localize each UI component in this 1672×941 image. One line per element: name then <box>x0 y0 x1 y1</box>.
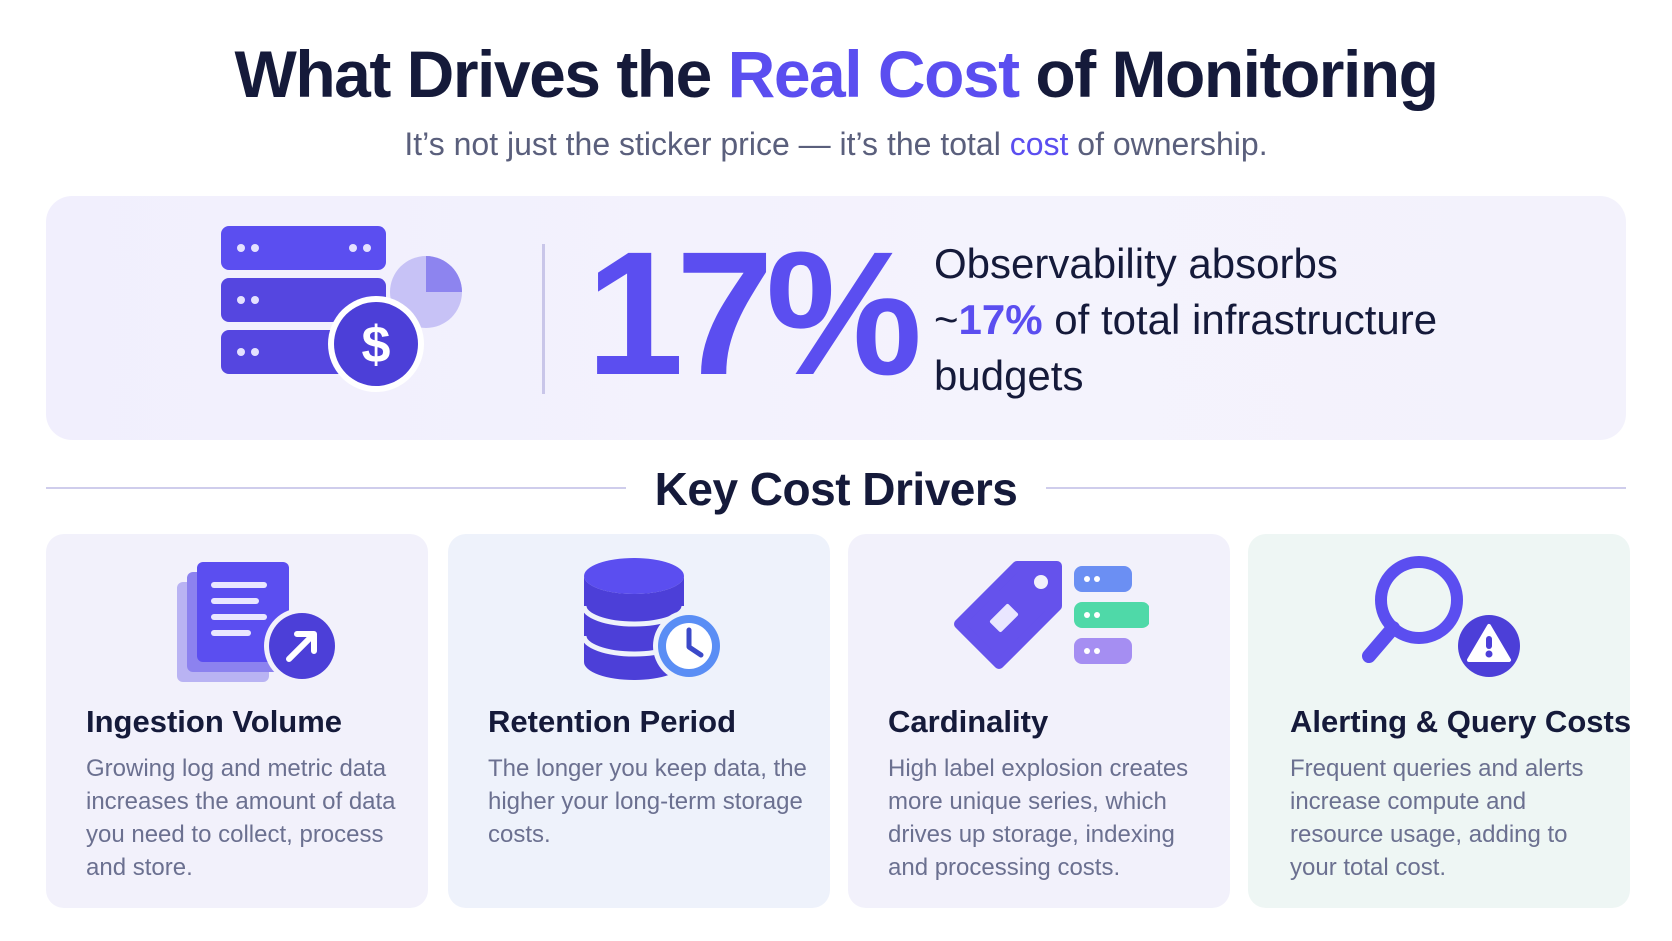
title-accent: Real Cost <box>727 37 1020 111</box>
card-body: The longer you keep data, the higher you… <box>488 755 807 848</box>
page-title: What Drives the Real Cost of Monitoring <box>0 36 1672 112</box>
stat-prefix: ~ <box>934 296 959 343</box>
card-title: Alerting & Query Costs <box>1290 704 1632 739</box>
stat-divider <box>542 244 545 394</box>
driver-card-cardinality: Cardinality High label explosion creates… <box>848 534 1230 908</box>
page-subtitle: It’s not just the sticker price — it’s t… <box>0 126 1672 163</box>
stat-line-2: ~17% of total infrastructure <box>934 292 1574 348</box>
stat-line-2-rest: of total infrastructure <box>1042 296 1438 343</box>
server-dollar-pie-icon: $ <box>221 226 501 412</box>
subtitle-part-2: of ownership. <box>1068 126 1268 162</box>
divider-rule-right <box>1046 487 1626 489</box>
stat-line-3: budgets <box>934 352 1084 399</box>
database-clock-icon <box>448 554 830 704</box>
driver-card-alerting: Alerting & Query Costs Frequent queries … <box>1248 534 1632 908</box>
title-part-2: of Monitoring <box>1018 37 1439 111</box>
driver-card-retention: Retention Period The longer you keep dat… <box>448 534 830 908</box>
card-body: Frequent queries and alerts increase com… <box>1290 755 1584 881</box>
tag-series-icon <box>848 554 1230 704</box>
card-title: Cardinality <box>888 704 1049 739</box>
stat-panel: $ 17% Observability absorbs ~17% of tota… <box>46 196 1626 440</box>
card-body: Growing log and metric data increases th… <box>86 755 396 881</box>
subtitle-accent: cost <box>1009 126 1069 162</box>
stat-value: 17% <box>586 216 922 412</box>
svg-text:$: $ <box>362 316 391 374</box>
stat-line-1: Observability absorbs <box>934 240 1338 287</box>
stat-highlight: 17% <box>958 296 1043 343</box>
title-part-1: What Drives the <box>234 37 728 111</box>
magnifier-alert-icon <box>1248 554 1630 704</box>
driver-card-ingestion: Ingestion Volume Growing log and metric … <box>46 534 428 908</box>
stat-description: Observability absorbs ~17% of total infr… <box>934 236 1574 404</box>
subtitle-part-1: It’s not just the sticker price — it’s t… <box>404 126 1010 162</box>
section-heading: Key Cost Drivers <box>654 463 1018 515</box>
card-body: High label explosion creates more unique… <box>888 755 1189 881</box>
card-title: Ingestion Volume <box>86 704 343 739</box>
card-title: Retention Period <box>488 704 737 739</box>
divider-rule-left <box>46 487 626 489</box>
documents-arrow-icon <box>46 554 428 704</box>
